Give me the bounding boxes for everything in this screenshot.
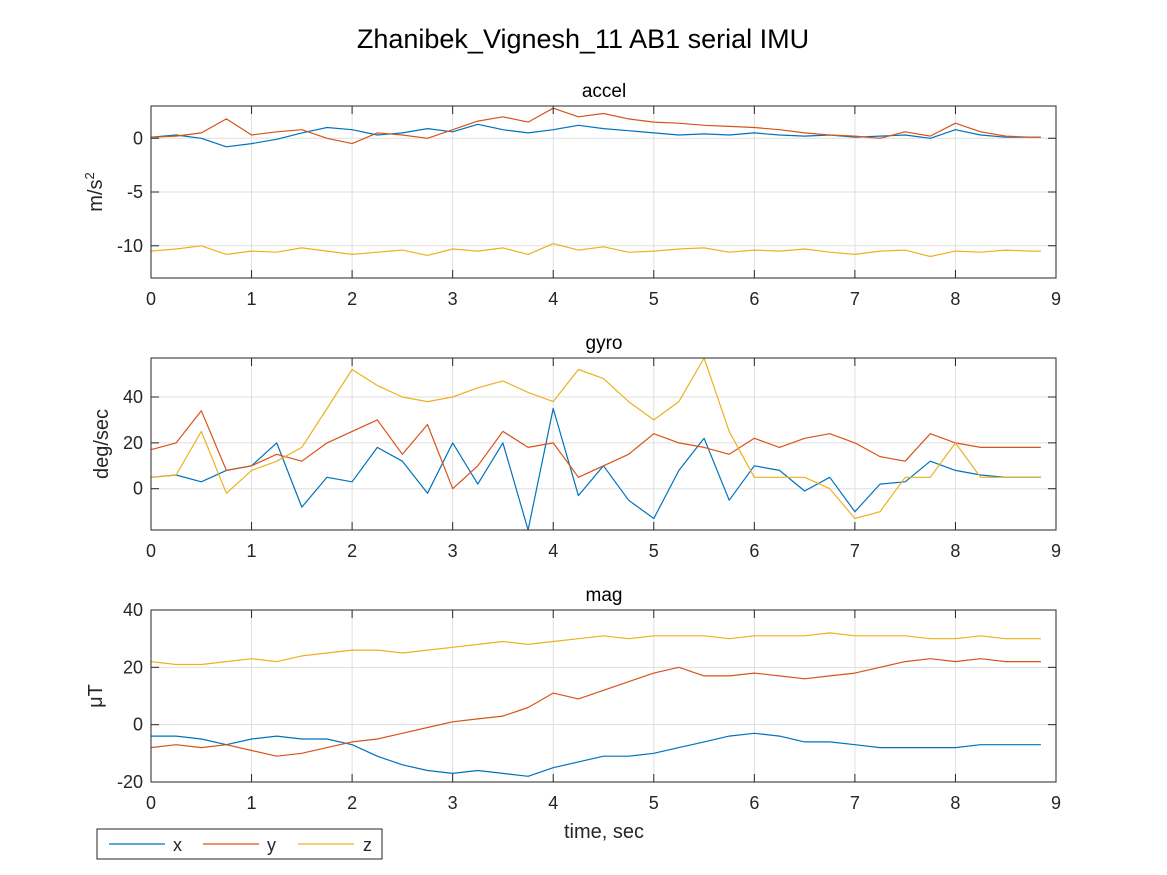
x-tick-label: 2	[347, 793, 357, 813]
series-line-y	[150, 658, 1041, 757]
x-tick-label: 8	[950, 541, 960, 561]
y-tick-label: 40	[123, 600, 143, 620]
x-tick-label: 3	[448, 793, 458, 813]
x-tick-label: 9	[1051, 793, 1061, 813]
figure-title: Zhanibek_Vignesh_11 AB1 serial IMU	[357, 24, 809, 54]
x-tick-label: 8	[950, 793, 960, 813]
x-tick-label: 9	[1051, 289, 1061, 309]
gyro-axes-box	[150, 357, 1057, 531]
x-tick-label: 0	[146, 289, 156, 309]
y-tick-label: 20	[123, 657, 143, 677]
series-line-z	[150, 243, 1041, 258]
x-tick-label: 2	[347, 541, 357, 561]
x-tick-label: 1	[247, 793, 257, 813]
y-tick-label: -20	[117, 772, 143, 792]
mag-xlabel: time, sec	[564, 821, 644, 843]
series-line-z	[150, 357, 1041, 520]
gyro-grid	[150, 358, 1057, 530]
legend: x y z	[96, 828, 383, 860]
gyro-y-ticks: 0 20 40	[123, 387, 1056, 499]
gyro-ylabel: deg/sec	[91, 409, 113, 479]
gyro-x-ticks: 0 1 2 3 4 5 6 7 8 9	[146, 358, 1061, 561]
mag-x-ticks: 0 1 2 3 4 5 6 7 8 9	[146, 610, 1061, 813]
accel-ylabel-sup: 2	[82, 172, 97, 179]
x-tick-label: 7	[850, 289, 860, 309]
gyro-lines	[150, 357, 1041, 531]
x-tick-label: 6	[749, 289, 759, 309]
x-tick-label: 7	[850, 793, 860, 813]
x-tick-label: 3	[448, 289, 458, 309]
gyro-plot-area	[151, 358, 1056, 530]
x-tick-label: 2	[347, 289, 357, 309]
x-tick-label: 7	[850, 541, 860, 561]
accel-ylabel-base: m/s	[85, 180, 107, 212]
accel-x-ticks: 0 1 2 3 4 5 6 7 8 9	[146, 106, 1061, 309]
x-tick-label: 6	[749, 541, 759, 561]
mag-title: mag	[586, 585, 623, 606]
gyro-panel: gyro 0 1 2 3 4 5 6 7 8 9 0 20 40 deg/sec	[91, 333, 1061, 561]
mag-axes-box	[150, 609, 1057, 783]
accel-lines	[150, 107, 1041, 258]
series-line-z	[150, 632, 1041, 666]
x-tick-label: 0	[146, 793, 156, 813]
y-tick-label: 40	[123, 387, 143, 407]
x-tick-label: 5	[649, 541, 659, 561]
y-tick-label: 0	[133, 128, 143, 148]
series-line-y	[150, 107, 1041, 145]
gyro-title: gyro	[586, 333, 623, 354]
x-tick-label: 4	[548, 289, 558, 309]
x-tick-label: 1	[247, 289, 257, 309]
y-tick-label: -10	[117, 236, 143, 256]
x-tick-label: 4	[548, 541, 558, 561]
legend-label-z: z	[363, 835, 372, 855]
y-tick-label: 20	[123, 433, 143, 453]
series-line-x	[150, 123, 1041, 148]
legend-label-y: y	[267, 835, 276, 855]
mag-ylabel: μT	[85, 684, 107, 708]
accel-ylabel: m/s2	[82, 172, 107, 211]
mag-y-ticks: -20 0 20 40	[117, 600, 1056, 792]
mag-lines	[150, 632, 1041, 777]
x-tick-label: 4	[548, 793, 558, 813]
y-tick-label: 0	[133, 715, 143, 735]
y-tick-label: -5	[127, 182, 143, 202]
x-tick-label: 5	[649, 793, 659, 813]
y-tick-label: 0	[133, 479, 143, 499]
x-tick-label: 3	[448, 541, 458, 561]
x-tick-label: 5	[649, 289, 659, 309]
accel-y-ticks: -10 -5 0	[117, 128, 1056, 256]
x-tick-label: 0	[146, 541, 156, 561]
x-tick-label: 9	[1051, 541, 1061, 561]
series-line-x	[151, 732, 1041, 777]
x-tick-label: 8	[950, 289, 960, 309]
legend-label-x: x	[173, 835, 182, 855]
x-tick-label: 6	[749, 793, 759, 813]
accel-title: accel	[582, 81, 626, 102]
series-line-y	[150, 410, 1041, 490]
x-tick-label: 1	[247, 541, 257, 561]
